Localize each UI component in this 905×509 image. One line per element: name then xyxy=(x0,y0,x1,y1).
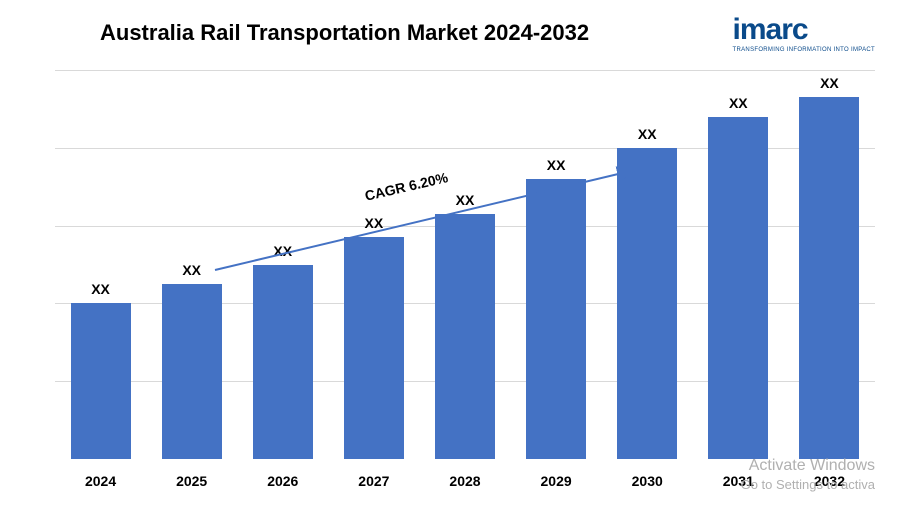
bar-value-label: XX xyxy=(820,75,839,91)
logo-text: imarc xyxy=(733,15,875,45)
bar-group: XX xyxy=(328,215,419,459)
x-axis-label: 2030 xyxy=(602,473,693,489)
bar xyxy=(71,303,131,459)
x-axis-label: 2025 xyxy=(146,473,237,489)
windows-watermark: Activate Windows Go to Settings to activ… xyxy=(741,456,875,494)
bar-value-label: XX xyxy=(273,243,292,259)
bar-value-label: XX xyxy=(729,95,748,111)
bar-group: XX xyxy=(146,262,237,459)
bar-group: XX xyxy=(419,192,510,459)
bar-value-label: XX xyxy=(182,262,201,278)
x-axis-label: 2027 xyxy=(328,473,419,489)
bar-value-label: XX xyxy=(638,126,657,142)
bar xyxy=(799,97,859,459)
watermark-line1: Activate Windows xyxy=(741,456,875,477)
bar xyxy=(344,237,404,459)
bar-value-label: XX xyxy=(365,215,384,231)
brand-logo: imarc TRANSFORMING INFORMATION INTO IMPA… xyxy=(733,15,875,53)
bar xyxy=(708,117,768,459)
bar-group: XX xyxy=(237,243,328,460)
bar xyxy=(435,214,495,459)
x-axis-label: 2029 xyxy=(511,473,602,489)
bar-group: XX xyxy=(55,281,146,459)
chart-plot-area: XXXXXXXXXXXXXXXXXX CAGR 6.20% xyxy=(55,70,875,459)
bar xyxy=(526,179,586,459)
bar-group: XX xyxy=(693,95,784,459)
bar-group: XX xyxy=(511,157,602,459)
bar xyxy=(617,148,677,459)
bar xyxy=(162,284,222,459)
bar-value-label: XX xyxy=(547,157,566,173)
bars-container: XX XX XX XX XX XX XX XX XX xyxy=(55,70,875,459)
x-axis-label: 2028 xyxy=(419,473,510,489)
x-axis-label: 2026 xyxy=(237,473,328,489)
bar-value-label: XX xyxy=(91,281,110,297)
bar-group: XX xyxy=(784,75,875,459)
watermark-line2: Go to Settings to activa xyxy=(741,477,875,494)
bar xyxy=(253,265,313,460)
bar-group: XX xyxy=(602,126,693,459)
chart-title: Australia Rail Transportation Market 202… xyxy=(100,20,589,46)
bar-value-label: XX xyxy=(456,192,475,208)
x-axis-label: 2024 xyxy=(55,473,146,489)
logo-tagline: TRANSFORMING INFORMATION INTO IMPACT xyxy=(733,47,875,53)
